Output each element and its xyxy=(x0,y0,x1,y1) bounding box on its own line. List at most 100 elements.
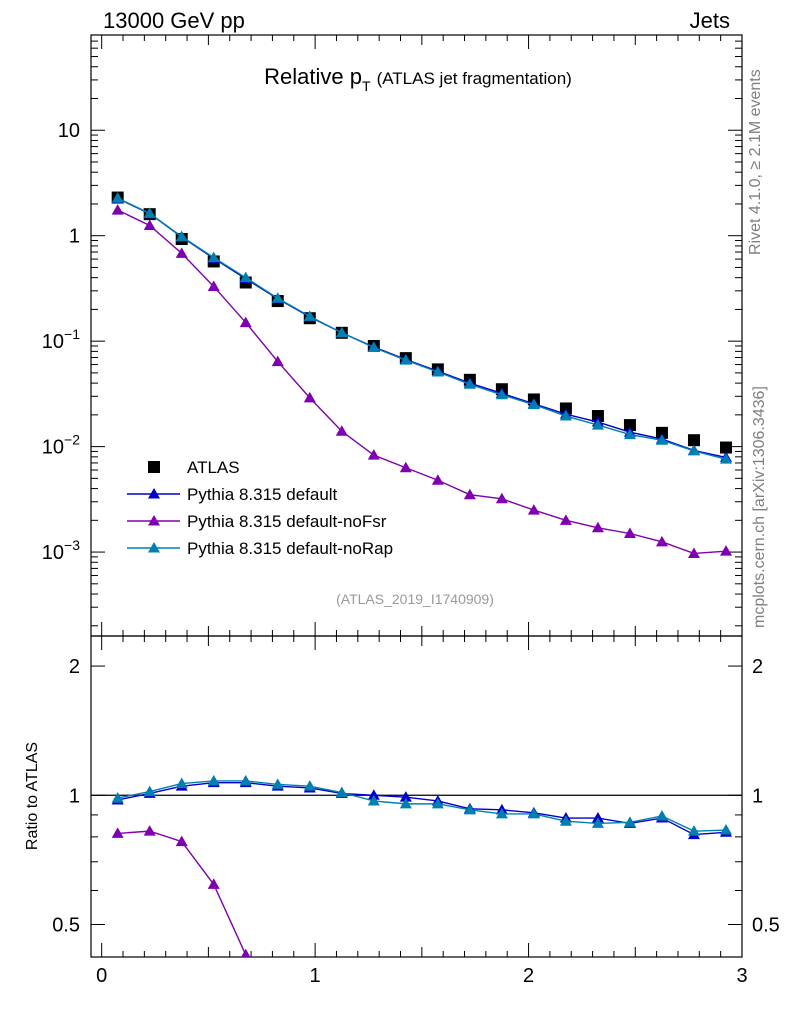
ratio-point xyxy=(303,780,316,791)
main-series xyxy=(111,191,732,558)
data-point xyxy=(655,535,668,547)
x-tick-label: 2 xyxy=(523,965,534,987)
analysis-id: (ATLAS_2019_I1740909) xyxy=(336,591,494,607)
data-point xyxy=(303,310,316,321)
y-tick-label: 10−2 xyxy=(42,432,80,459)
data-point xyxy=(175,230,188,242)
main-title-rest: (ATLAS jet fragmentation) xyxy=(377,69,572,88)
data-point xyxy=(623,419,636,432)
data-point xyxy=(591,410,604,423)
ratio-point xyxy=(207,774,220,786)
main-y-tick-labels: 10 1 10−1 10−2 10−3 xyxy=(42,120,80,564)
ratio-point xyxy=(687,825,700,836)
series-pythia-8-315-default xyxy=(111,192,732,462)
ratio-point xyxy=(239,774,252,786)
ratio-y-tick-label-left: 1 xyxy=(69,785,80,807)
ratio-point xyxy=(271,778,284,789)
main-title-main: Relative p xyxy=(264,64,362,89)
ratio-point xyxy=(623,816,636,827)
main-title: Relative pT (ATLAS jet fragmentation) xyxy=(264,64,572,94)
series-atlas xyxy=(111,191,732,454)
legend-label: Pythia 8.315 default xyxy=(187,485,338,504)
data-point xyxy=(175,247,188,258)
series-line xyxy=(117,197,727,459)
ratio-point xyxy=(111,792,124,803)
data-point xyxy=(719,545,732,556)
ratio-point xyxy=(207,878,220,889)
ratio-point xyxy=(463,803,476,815)
ratio-y-tick-labels: 2 2 1 1 0.5 0.5 xyxy=(52,656,780,936)
ratio-point xyxy=(143,825,156,836)
ratio-point xyxy=(527,807,540,819)
x-tick-label: 3 xyxy=(736,965,747,987)
y-tick-label: 10−1 xyxy=(42,326,80,353)
mcplots-label: mcplots.cern.ch [arXiv:1306.3436] xyxy=(751,386,768,628)
legend-marker xyxy=(148,542,160,553)
ratio-y-tick-label-left: 2 xyxy=(69,656,80,678)
ratio-point xyxy=(431,797,444,809)
ratio-ticks xyxy=(91,636,743,957)
ratio-line xyxy=(117,830,247,956)
data-point xyxy=(591,521,604,533)
data-point xyxy=(463,488,476,500)
data-point xyxy=(143,219,156,230)
ratio-point xyxy=(367,789,380,800)
ratio-point xyxy=(399,791,412,802)
data-point xyxy=(719,453,732,464)
data-point xyxy=(559,514,572,525)
ratio-series-pythia-8-315-default-norap xyxy=(111,774,732,836)
data-point xyxy=(495,492,508,504)
legend-marker xyxy=(148,488,160,499)
data-point xyxy=(719,441,732,454)
ratio-point xyxy=(175,835,188,847)
data-point xyxy=(687,434,700,447)
header-right: Jets xyxy=(690,8,730,33)
data-point xyxy=(239,316,252,328)
data-point xyxy=(367,341,380,353)
data-point xyxy=(687,547,700,558)
main-panel: 10 1 10−1 10−2 10−3 Relative pT (ATLAS jet fr… xyxy=(42,34,743,637)
ratio-point xyxy=(495,807,508,819)
data-point xyxy=(431,365,444,377)
data-point xyxy=(239,271,252,283)
legend-marker xyxy=(148,461,160,473)
y-tick-label: 10−3 xyxy=(42,537,80,564)
data-point xyxy=(591,419,604,430)
data-point xyxy=(431,474,444,485)
data-point xyxy=(335,425,348,436)
data-point xyxy=(111,204,124,215)
series-line xyxy=(117,209,727,555)
ratio-y-tick-label-right: 0.5 xyxy=(752,914,780,936)
ratio-frame xyxy=(90,635,743,958)
data-point xyxy=(463,378,476,389)
main-ticks xyxy=(91,34,743,636)
header-left: 13000 GeV pp xyxy=(103,8,245,33)
data-point xyxy=(399,354,412,365)
data-point xyxy=(623,527,636,538)
ratio-point xyxy=(367,794,380,806)
data-point xyxy=(399,461,412,473)
data-point xyxy=(527,398,540,410)
data-point xyxy=(655,426,668,439)
data-point xyxy=(655,434,668,445)
legend-label: Pythia 8.315 default-noRap xyxy=(187,539,393,558)
legend-label: ATLAS xyxy=(187,458,240,477)
data-point xyxy=(527,504,540,515)
legend: ATLAS Pythia 8.315 default Pythia 8.315 de… xyxy=(127,458,393,558)
ratio-line xyxy=(117,780,727,832)
data-point xyxy=(143,207,156,218)
data-point xyxy=(111,192,124,203)
data-point xyxy=(271,355,284,367)
ratio-point xyxy=(335,786,348,798)
ratio-point xyxy=(241,948,251,957)
data-point xyxy=(687,444,700,456)
ratio-point xyxy=(111,827,124,838)
ratio-y-tick-label-left: 0.5 xyxy=(52,914,80,936)
legend-marker xyxy=(148,515,160,526)
ratio-y-tick-label-right: 2 xyxy=(752,656,763,678)
x-tick-label: 1 xyxy=(310,965,321,987)
data-point xyxy=(207,280,220,291)
y-tick-label: 10 xyxy=(58,120,80,142)
ratio-point xyxy=(143,785,156,797)
